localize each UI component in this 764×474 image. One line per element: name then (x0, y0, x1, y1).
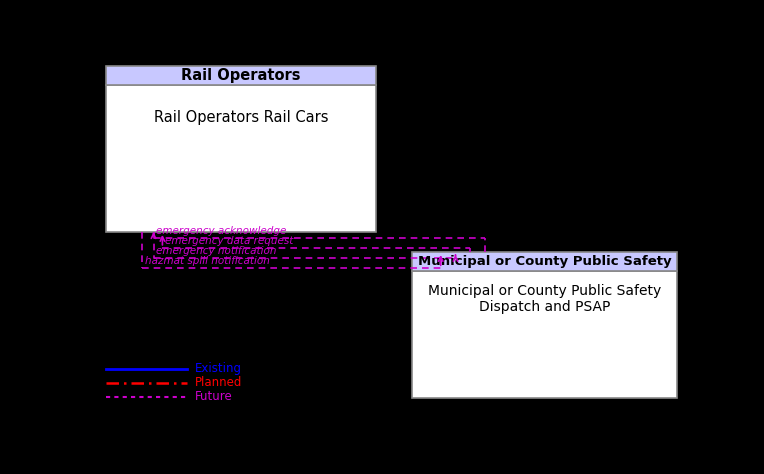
Text: Existing: Existing (194, 363, 241, 375)
Bar (106, 66, 376, 85)
Text: Planned: Planned (194, 376, 241, 389)
Bar (413, 252, 677, 271)
Bar (106, 85, 376, 232)
Text: emergency acknowledge: emergency acknowledge (157, 226, 286, 236)
Text: Rail Operators Rail Cars: Rail Operators Rail Cars (154, 110, 328, 125)
Text: emergency data request: emergency data request (165, 236, 293, 246)
Text: Rail Operators: Rail Operators (181, 68, 300, 83)
Text: Municipal or County Public Safety
Dispatch and PSAP: Municipal or County Public Safety Dispat… (428, 284, 661, 314)
Text: Future: Future (194, 390, 232, 403)
Text: hazmat spill notification: hazmat spill notification (144, 256, 270, 266)
Text: emergency notification: emergency notification (157, 246, 277, 256)
Text: Municipal or County Public Safety: Municipal or County Public Safety (418, 255, 672, 268)
Bar (413, 271, 677, 398)
